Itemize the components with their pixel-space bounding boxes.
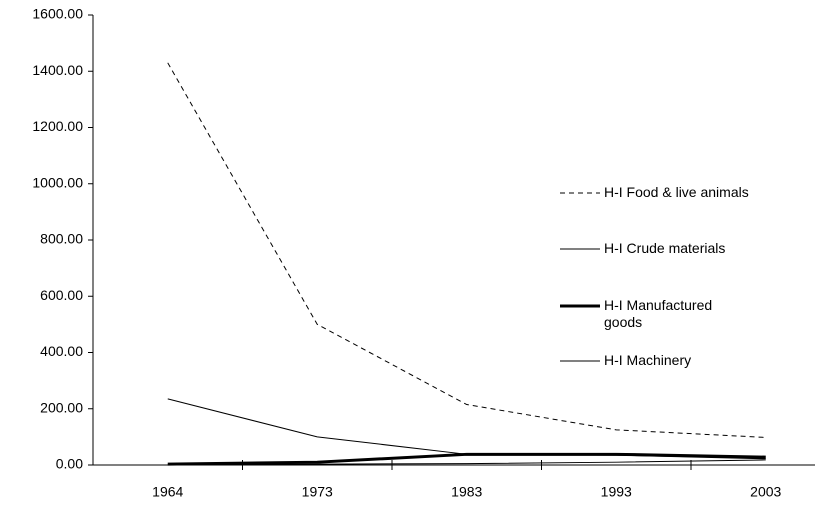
legend-label: H-I Crude materials [604,240,726,256]
y-tick-label: 400.00 [40,343,83,359]
x-tick-label: 1983 [451,484,482,500]
series-line [167,459,766,466]
x-tick-label: 1964 [152,484,183,500]
legend-label: H-I Food & live animals [604,184,749,200]
y-tick-label: 1600.00 [32,6,83,22]
y-tick-label: 200.00 [40,399,83,415]
y-tick-label: 1200.00 [32,118,83,134]
legend-entry: H-I Manufactured goods [604,297,713,330]
y-tick-label: 1400.00 [32,62,83,78]
legend-entry: H-I Food & live animals [604,184,749,200]
y-tick-label: 0.00 [56,456,83,472]
legend-label: H-I Machinery [604,352,692,368]
series-line [167,452,766,466]
x-tick-label: 1973 [302,484,333,500]
series-line [167,62,766,438]
legend-entry: H-I Crude materials [604,240,726,256]
legend-entry: H-I Machinery [604,352,692,368]
x-tick-label: 1993 [601,484,632,500]
y-tick-label: 1000.00 [32,174,83,190]
y-tick-label: 800.00 [40,231,83,247]
y-tick-label: 600.00 [40,287,83,303]
series-line [167,398,766,460]
legend-label: H-I Manufactured goods [604,297,713,330]
x-tick-label: 2003 [750,484,781,500]
